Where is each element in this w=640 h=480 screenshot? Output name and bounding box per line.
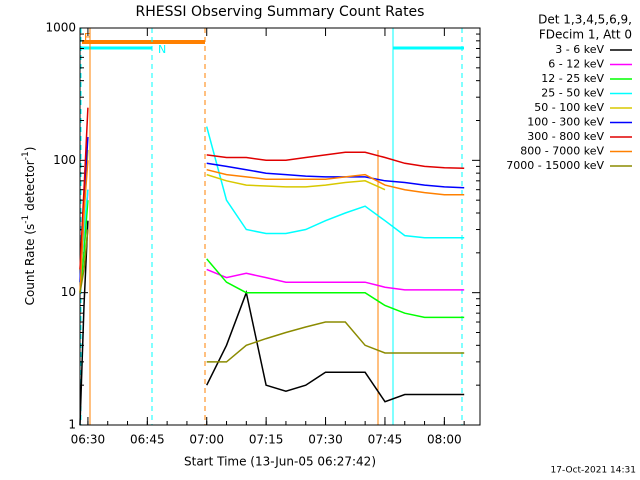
x-axis-label: Start Time (13-Jun-05 06:27:42) (184, 455, 376, 469)
series-line (79, 160, 465, 293)
legend-header: Det 1,3,4,5,6,9, (538, 13, 632, 27)
legend-label: 6 - 12 keV (548, 58, 604, 71)
y-tick-label: 1 (68, 418, 76, 432)
legend-label: 800 - 7000 keV (520, 145, 604, 158)
plot-frame (79, 27, 481, 426)
x-tick-label: 06:30 (71, 433, 106, 447)
x-tick-label: 07:15 (249, 433, 284, 447)
flags: E N (80, 28, 464, 425)
x-tick-label: 07:30 (308, 433, 343, 447)
y-label-part: ) (23, 147, 37, 152)
legend-label: 3 - 6 keV (555, 43, 604, 56)
x-tick-label: 06:45 (130, 433, 165, 447)
flag-label: N (158, 43, 166, 56)
legend-label: 12 - 25 keV (541, 72, 604, 85)
y-tick-label: 10 (61, 285, 76, 299)
y-axis-label: Count Rate (s-1 detector-1) (21, 147, 37, 306)
x-tick-label: 08:00 (427, 433, 462, 447)
legend-label: 7000 - 15000 keV (506, 159, 604, 172)
x-tick-label: 07:45 (368, 433, 403, 447)
x-tick-label: 07:00 (189, 433, 224, 447)
y-tick-label: 1000 (45, 21, 76, 35)
footer: 17-Oct-2021 14:31 (551, 466, 636, 476)
y-label-part: Count Rate (s (23, 224, 37, 306)
legend-label: 50 - 100 keV (534, 101, 604, 114)
legend-header: FDecim 1, Att 0 (539, 28, 632, 42)
chart-title: RHESSI Observing Summary Count Rates (136, 4, 425, 20)
legend-label: 25 - 50 keV (541, 87, 604, 100)
legend-label: 300 - 800 keV (527, 130, 604, 143)
y-label-part: detector (23, 160, 37, 215)
legend-label: 100 - 300 keV (527, 116, 604, 129)
y-label-sup: -1 (21, 151, 31, 160)
series-line (79, 229, 465, 363)
flag-label: E (84, 31, 91, 44)
series-line (79, 107, 465, 270)
y-tick-label: 100 (53, 153, 76, 167)
y-label-sup: -1 (21, 215, 31, 224)
